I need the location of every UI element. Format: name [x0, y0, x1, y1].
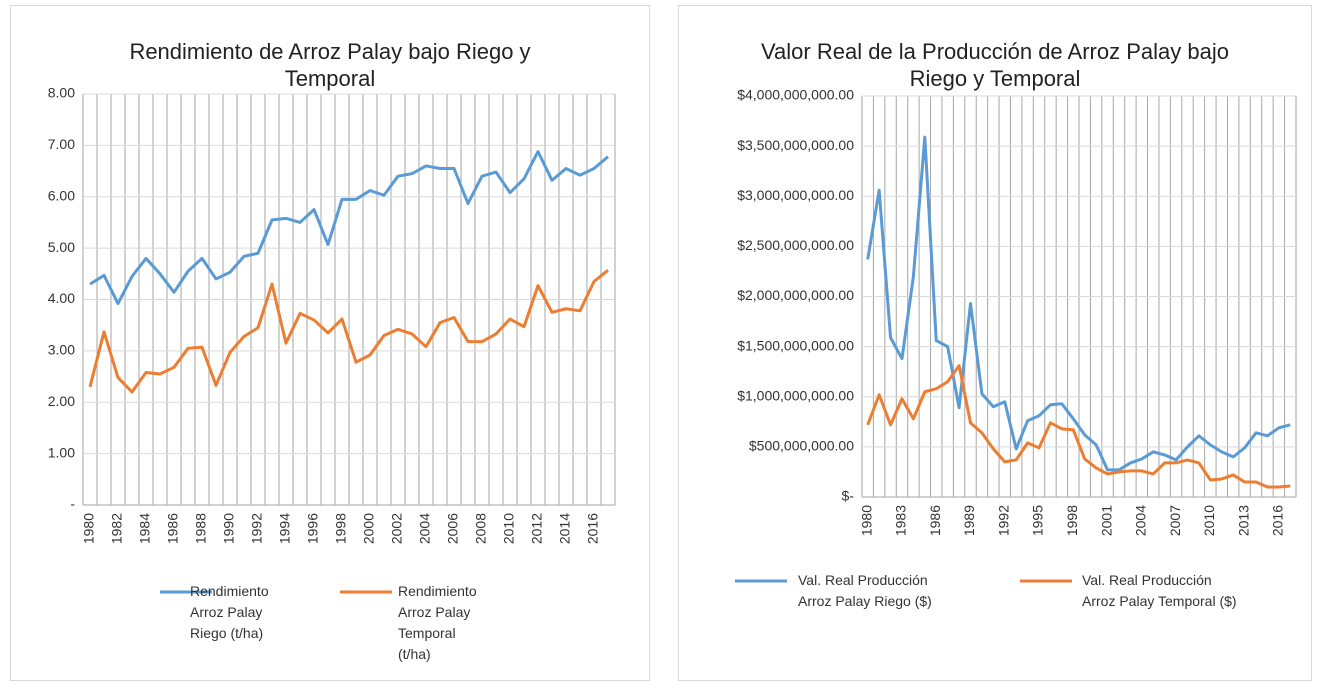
y-tick-label: $-	[842, 488, 855, 504]
y-tick-label: $4,000,000,000.00	[737, 87, 854, 103]
x-tick-label: 2010	[501, 513, 517, 544]
chart-title: Rendimiento de Arroz Palay bajo Riego y …	[129, 39, 531, 91]
x-tick-label: 2001	[1098, 505, 1114, 536]
y-tick-label: 6.00	[48, 187, 75, 203]
y-tick-label: $500,000,000.00	[749, 438, 854, 454]
y-tick-label: 8.00	[48, 85, 75, 101]
series-line	[866, 364, 1291, 489]
x-tick-label: 2010	[1201, 505, 1217, 536]
x-tick-label: 2006	[445, 513, 461, 544]
x-tick-label: 1992	[995, 505, 1011, 536]
chart-frame	[678, 5, 1312, 681]
legend-label: Val. Real Producción Arroz Palay Tempora…	[1082, 572, 1237, 609]
x-tick-label: 2016	[585, 513, 601, 544]
x-tick-label: 2008	[473, 513, 489, 544]
x-tick-label: 1998	[333, 513, 349, 544]
y-tick-label: $2,500,000,000.00	[737, 237, 854, 253]
y-tick-label: $3,000,000,000.00	[737, 187, 854, 203]
x-tick-label: 1984	[137, 513, 153, 544]
x-tick-label: 1980	[858, 505, 874, 536]
x-tick-label: 1989	[961, 505, 977, 536]
x-tick-label: 1986	[927, 505, 943, 536]
series-line	[89, 150, 609, 306]
y-tick-label: 1.00	[48, 444, 75, 460]
x-tick-label: 1992	[249, 513, 265, 544]
x-tick-label: 1990	[221, 513, 237, 544]
x-tick-label: 1996	[305, 513, 321, 544]
x-tick-label: 1986	[165, 513, 181, 544]
x-tick-label: 1998	[1064, 505, 1080, 536]
x-tick-label: 2012	[529, 513, 545, 544]
x-tick-label: 2004	[1133, 505, 1149, 536]
legend-label: Rendimiento Arroz Palay Riego (t/ha)	[190, 583, 269, 641]
y-tick-label: 5.00	[48, 239, 75, 255]
chart-frame	[10, 5, 650, 681]
x-tick-label: 2014	[557, 513, 573, 544]
x-tick-label: 1983	[893, 505, 909, 536]
x-tick-label: 2004	[417, 513, 433, 544]
x-tick-label: 1995	[1030, 505, 1046, 536]
y-tick-label: $2,000,000,000.00	[737, 287, 854, 303]
chart-title: Valor Real de la Producción de Arroz Pal…	[761, 39, 1229, 91]
x-tick-label: 2013	[1235, 505, 1251, 536]
legend-label: Val. Real Producción Arroz Palay Riego (…	[798, 572, 932, 609]
series-line	[866, 135, 1291, 472]
x-tick-label: 2007	[1167, 505, 1183, 536]
x-tick-label: 1988	[193, 513, 209, 544]
x-tick-label: 2000	[361, 513, 377, 544]
y-tick-label: $1,500,000,000.00	[737, 337, 854, 353]
x-tick-label: 2002	[389, 513, 405, 544]
x-tick-label: 1982	[109, 513, 125, 544]
y-tick-label: 4.00	[48, 290, 75, 306]
x-tick-label: 1994	[277, 513, 293, 544]
y-tick-label: $3,500,000,000.00	[737, 137, 854, 153]
x-tick-label: 1980	[81, 513, 97, 544]
y-tick-label: $1,000,000,000.00	[737, 387, 854, 403]
x-tick-label: 2016	[1270, 505, 1286, 536]
y-tick-label: 7.00	[48, 136, 75, 152]
y-tick-label: 2.00	[48, 393, 75, 409]
y-tick-label: -	[70, 496, 75, 512]
y-tick-label: 3.00	[48, 342, 75, 358]
series-line	[88, 269, 609, 394]
legend-label: Rendimiento Arroz Palay Temporal (t/ha)	[398, 583, 477, 662]
